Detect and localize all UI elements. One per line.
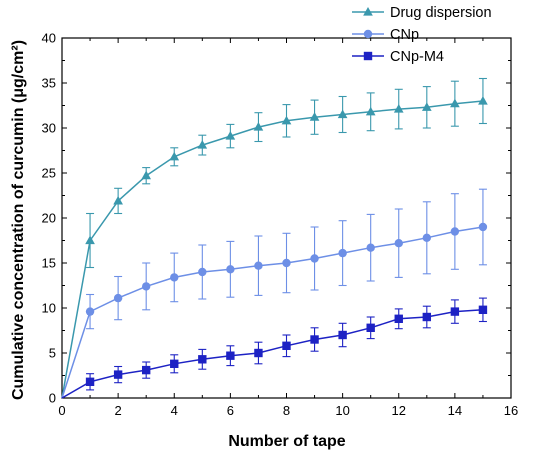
data-point xyxy=(170,359,179,368)
y-axis-title: Cumulative concentration of curcumin (μg… xyxy=(10,40,27,400)
series-line xyxy=(61,226,484,399)
x-tick-label: 8 xyxy=(283,403,290,418)
data-point xyxy=(478,305,488,314)
data-point xyxy=(366,323,375,332)
data-point xyxy=(113,195,123,205)
x-tick-label: 4 xyxy=(171,403,178,418)
data-point xyxy=(113,370,123,379)
y-tick-label: 15 xyxy=(42,256,56,271)
x-tick-label: 2 xyxy=(115,403,122,418)
data-point xyxy=(141,365,151,375)
data-point xyxy=(478,95,488,105)
data-point xyxy=(85,377,95,386)
data-point xyxy=(282,258,291,268)
x-tick-label: 6 xyxy=(227,403,234,418)
data-series-group xyxy=(61,77,488,399)
x-axis-title: Number of tape xyxy=(228,433,345,450)
legend-marker xyxy=(363,6,373,16)
data-point xyxy=(450,98,460,108)
x-tick-label: 0 xyxy=(58,403,65,418)
y-tick-label: 40 xyxy=(42,31,56,46)
data-point xyxy=(254,261,263,270)
data-point xyxy=(113,293,123,303)
legend-item: CNp xyxy=(352,27,419,43)
data-point xyxy=(225,131,236,140)
data-point xyxy=(254,348,263,358)
data-point xyxy=(338,330,347,340)
legend-marker xyxy=(363,51,373,61)
y-tick-label: 20 xyxy=(42,211,56,226)
x-tick-label: 12 xyxy=(392,403,406,418)
data-point xyxy=(85,235,95,245)
x-tick-label: 16 xyxy=(504,403,518,418)
data-point xyxy=(393,104,404,113)
data-point xyxy=(226,265,235,274)
data-point xyxy=(338,248,347,258)
y-tick-label: 25 xyxy=(42,166,56,181)
data-point xyxy=(366,243,375,252)
data-point xyxy=(85,307,95,316)
data-point xyxy=(169,151,180,161)
legend-marker xyxy=(363,29,373,39)
data-series xyxy=(61,188,488,399)
data-point xyxy=(310,335,319,344)
data-series xyxy=(61,297,488,399)
legend-label: CNp-M4 xyxy=(390,49,444,65)
data-point xyxy=(365,106,376,116)
data-point xyxy=(422,312,432,322)
data-point xyxy=(170,273,179,282)
data-point xyxy=(421,102,432,111)
y-tick-label: 35 xyxy=(42,76,56,91)
x-tick-label: 14 xyxy=(448,403,462,418)
data-point xyxy=(337,109,348,119)
y-tick-label: 0 xyxy=(49,391,56,406)
data-point xyxy=(253,122,264,131)
data-series xyxy=(61,77,488,399)
data-point xyxy=(198,355,207,364)
data-point xyxy=(226,351,235,360)
x-tick-label: 10 xyxy=(335,403,349,418)
series-line xyxy=(61,309,483,399)
legend-label: CNp xyxy=(390,27,419,43)
data-point xyxy=(394,239,403,248)
y-tick-label: 10 xyxy=(42,301,56,316)
data-point xyxy=(198,267,207,277)
axes: 0 2 4 6 8 10 12 14 16 0 5 10 15 20 25 30 35 40 xyxy=(42,31,519,419)
legend-label: Drug dispersion xyxy=(390,5,492,21)
y-tick-label: 30 xyxy=(42,121,56,136)
data-point xyxy=(309,112,320,121)
data-point xyxy=(450,227,460,236)
data-point xyxy=(197,140,208,149)
data-point xyxy=(281,115,292,125)
data-point xyxy=(478,222,488,232)
data-point xyxy=(141,170,152,180)
y-tick-label: 5 xyxy=(49,346,56,361)
legend-item: CNp-M4 xyxy=(352,49,444,65)
data-point xyxy=(141,282,151,291)
data-point xyxy=(422,233,432,242)
legend: Drug dispersion CNp CNp-M4 xyxy=(352,5,492,65)
data-point xyxy=(394,314,403,323)
legend-item: Drug dispersion xyxy=(352,5,492,21)
data-point xyxy=(450,307,460,316)
series-line xyxy=(61,100,484,399)
data-point xyxy=(310,254,319,263)
data-point xyxy=(282,341,291,350)
